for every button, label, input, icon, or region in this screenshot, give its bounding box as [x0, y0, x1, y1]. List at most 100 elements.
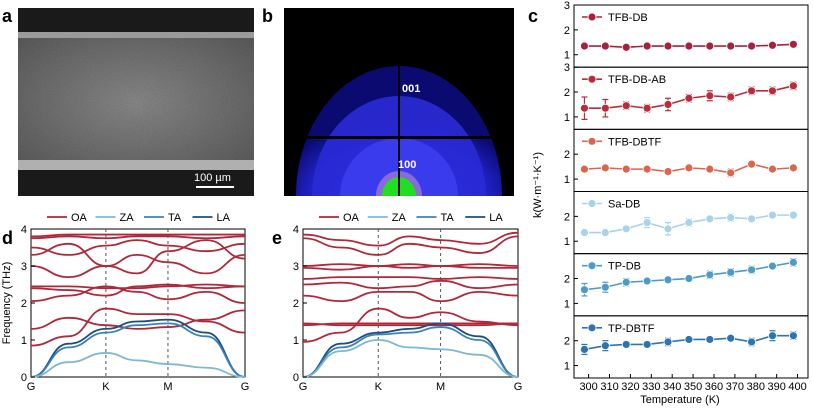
c-data-point — [705, 335, 715, 344]
c-data-point — [768, 210, 777, 220]
panel-b: b 001 100 — [262, 6, 514, 196]
c-data-point — [705, 270, 715, 280]
c-data-point — [747, 265, 756, 275]
c-data-point — [600, 282, 610, 292]
panel-label-e: e — [272, 228, 282, 248]
sem-image-top-edge — [18, 32, 254, 38]
d-band-oa — [30, 309, 246, 330]
e-band-oa — [302, 265, 518, 271]
c-ytick-label: 1 — [564, 298, 570, 310]
c-legend-marker — [587, 323, 597, 333]
c-data-point — [747, 41, 756, 51]
c-data-point — [621, 101, 631, 111]
c-data-point — [705, 41, 715, 51]
e-ytick-label: 2 — [293, 298, 299, 310]
c-data-point — [684, 41, 694, 51]
c-data-point — [580, 41, 589, 51]
c-data-point — [642, 276, 652, 286]
d-ytick-label: 1 — [21, 335, 27, 347]
c-xtick-label: 390 — [767, 381, 785, 393]
d-kpoint-label: G — [27, 381, 36, 393]
c-data-point — [768, 40, 777, 50]
e-ytick-label: 1 — [293, 335, 299, 347]
c-data-point — [621, 340, 631, 349]
c-data-point — [684, 93, 694, 103]
e-band-oa — [302, 322, 519, 327]
peak-label-100: 100 — [398, 159, 416, 171]
c-ylabel: k(W·m⁻¹·K⁻¹) — [532, 152, 544, 218]
c-data-point — [642, 41, 652, 51]
d-kpoint-label: M — [163, 381, 172, 393]
c-data-point — [642, 103, 652, 113]
c-data-point — [580, 103, 589, 113]
c-data-point — [726, 168, 736, 178]
c-data-point — [747, 337, 756, 347]
d-band-oa — [30, 283, 246, 290]
c-data-point — [600, 163, 610, 173]
d-kpoint-label: G — [241, 381, 250, 393]
c-data-point — [768, 164, 777, 174]
c-data-point — [788, 210, 798, 220]
c-data-point — [768, 331, 777, 341]
e-frame — [302, 228, 519, 378]
c-data-point — [788, 257, 798, 267]
sem-image-sample — [18, 34, 254, 170]
d-frame — [30, 228, 246, 378]
c-data-point — [600, 103, 610, 113]
e-band-oa — [302, 235, 519, 256]
c-xtick-label: 320 — [621, 381, 639, 393]
e-kpoint-label: K — [375, 381, 383, 393]
c-data-point — [788, 331, 798, 341]
c-xtick-label: 400 — [788, 381, 806, 393]
c-data-point — [663, 224, 673, 234]
e-band-oa — [302, 322, 518, 327]
panel-e: e 0 1 2 3 4 G K M G OA ZA TA LA — [272, 212, 522, 393]
c-data-point — [788, 39, 798, 49]
c-ytick-label: 3 — [564, 0, 570, 12]
c-data-point — [768, 86, 777, 96]
c-data-point — [580, 228, 589, 237]
e-legend-label: OA — [343, 212, 360, 224]
c-xtick-label: 300 — [579, 381, 597, 393]
c-data-point — [621, 224, 631, 234]
d-band-oa — [30, 239, 246, 256]
c-legend-marker — [587, 199, 597, 208]
c-legend-label: TP-DBTF — [608, 323, 655, 335]
c-data-point — [580, 345, 589, 354]
panel-label-b: b — [262, 6, 273, 26]
c-subplot-frame — [573, 315, 809, 379]
c-xtick-label: 310 — [600, 381, 618, 393]
d-legend-label: OA — [71, 212, 88, 224]
c-ytick-label: 2 — [564, 25, 570, 37]
c-ytick-label: 1 — [564, 50, 570, 62]
c-data-point — [747, 159, 756, 169]
c-data-point — [663, 41, 673, 51]
d-kpoint-label: K — [102, 381, 110, 393]
c-ytick-label: 2 — [564, 336, 570, 348]
c-ytick-label: 3 — [564, 62, 570, 74]
plot-c: 1 2 3 TFB-DB 1 2 3 TFB-DB-AB 1 2 TFB-DBTF 1 2 Sa-DB 1 2… — [564, 0, 809, 393]
c-data-point — [705, 164, 715, 174]
d-band-oa — [30, 235, 246, 240]
c-legend-marker — [587, 136, 597, 146]
e-kpoint-label: G — [514, 381, 523, 393]
c-legend-label: TFB-DB-AB — [608, 74, 666, 86]
panel-c: c 1 2 3 TFB-DB 1 2 3 TFB-DB-AB 1 2 TFB-DBTF 1 2 Sa-DB… — [528, 0, 809, 406]
c-data-point — [726, 267, 736, 277]
c-legend-label: TP-DB — [608, 261, 641, 273]
c-data-point — [600, 228, 610, 237]
c-data-point — [663, 275, 673, 285]
c-xtick-label: 370 — [726, 381, 744, 393]
c-data-point — [663, 167, 673, 177]
plot-e: 0 1 2 3 4 G K M G OA ZA TA LA — [293, 212, 522, 393]
c-data-point — [621, 277, 631, 287]
beamstop-vertical — [398, 8, 400, 196]
c-data-point — [768, 261, 777, 271]
c-data-point — [705, 214, 715, 224]
c-data-point — [642, 218, 652, 227]
e-ytick-label: 4 — [293, 224, 299, 236]
d-band-za — [30, 352, 246, 378]
c-ytick-label: 2 — [564, 274, 570, 286]
c-data-point — [663, 337, 673, 347]
c-data-point — [621, 164, 631, 174]
